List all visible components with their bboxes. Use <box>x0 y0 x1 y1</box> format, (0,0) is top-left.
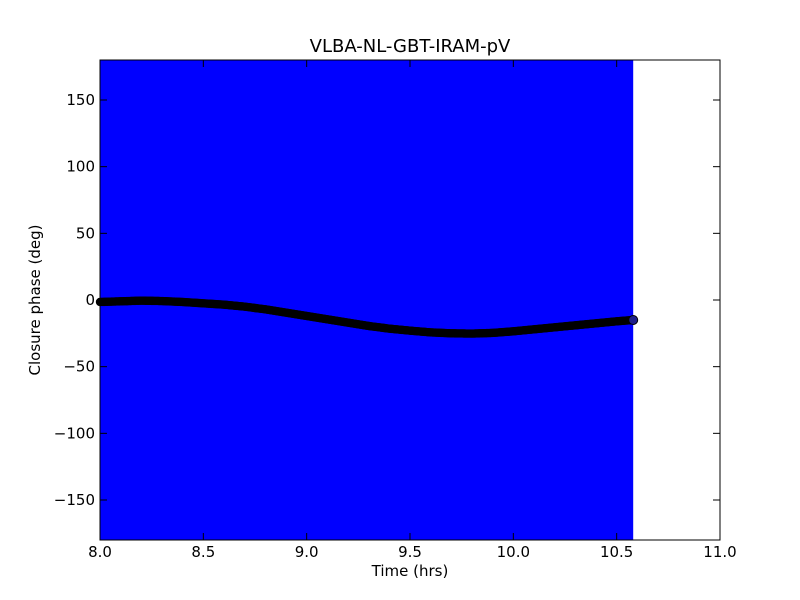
y-tick-label: −150 <box>54 491 95 509</box>
x-axis-label: Time (hrs) <box>371 562 449 580</box>
ticks-layer: 8.0 8.5 9.0 9.5 10.0 10.5 11.0 −150 −100 −50 0 50 10… <box>54 60 737 561</box>
x-tick-label: 10.5 <box>600 543 633 561</box>
y-axis-label: Closure phase (deg) <box>26 225 44 376</box>
y-tick-label: 150 <box>66 91 95 109</box>
data-points-layer <box>95 296 639 338</box>
y-tick-label: 50 <box>76 224 95 242</box>
x-tick-label: 9.5 <box>398 543 422 561</box>
y-tick-label: −50 <box>63 358 95 376</box>
x-tick-label: 8.0 <box>88 543 112 561</box>
x-tick-label: 8.5 <box>191 543 215 561</box>
y-tick-label: −100 <box>54 424 95 442</box>
x-tick-label: 11.0 <box>703 543 736 561</box>
y-tick-label: 0 <box>85 291 95 309</box>
y-tick-label: 100 <box>66 158 95 176</box>
x-tick-label: 9.0 <box>295 543 319 561</box>
x-tick-label: 10.0 <box>497 543 530 561</box>
chart-title: VLBA-NL-GBT-IRAM-pV <box>310 36 511 57</box>
data-point-last <box>628 315 639 325</box>
